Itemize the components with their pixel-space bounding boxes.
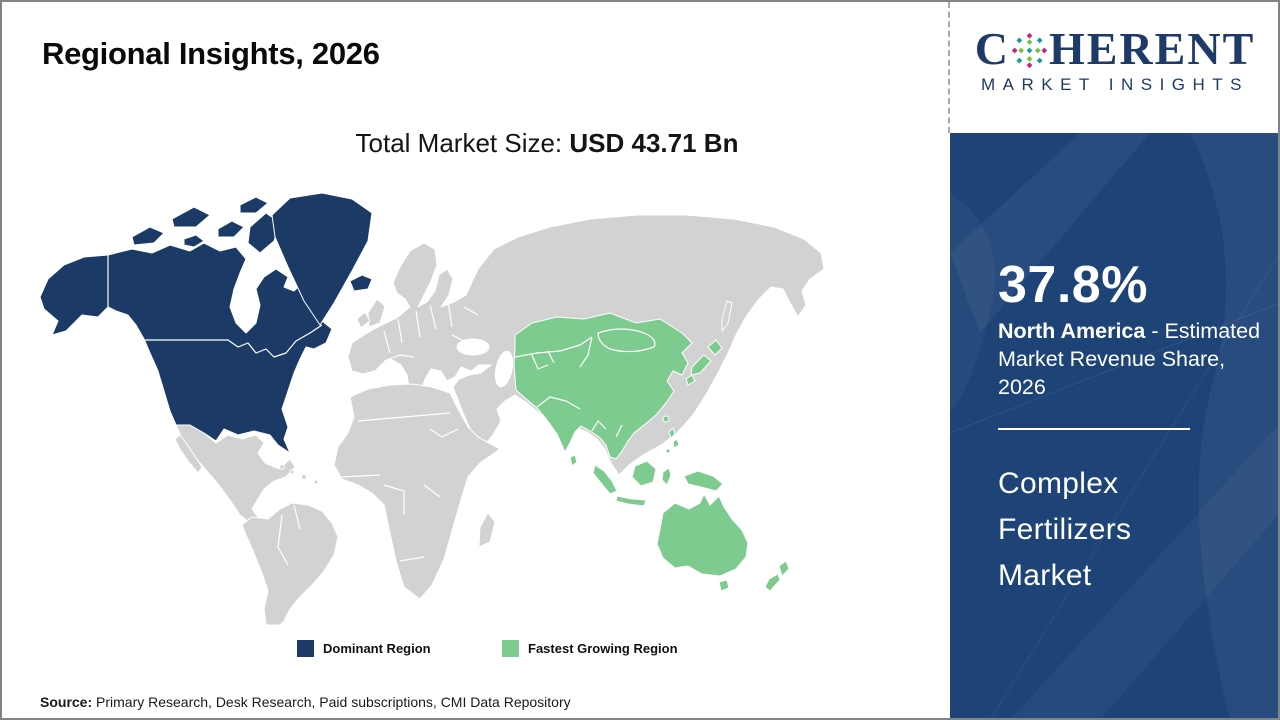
map-greenland: [271, 192, 373, 326]
total-market-size-value: USD 43.71 Bn: [569, 128, 739, 158]
logo-subtitle: MARKET INSIGHTS: [980, 75, 1250, 94]
map-black-sea: [456, 338, 490, 356]
logo-dotted-o-icon: [1011, 32, 1048, 68]
map-baffin-island: [247, 212, 281, 254]
logo-word-start: C: [974, 23, 1010, 74]
source-line: Source: Primary Research, Desk Research,…: [40, 694, 571, 710]
sidebar-panel: 37.8% North America - Estimated Market R…: [950, 133, 1278, 718]
map-baja: [174, 434, 203, 474]
page-title: Regional Insights, 2026: [42, 36, 380, 71]
map-madagascar: [478, 512, 496, 548]
share-desc-text: - Estimated Market Revenue Share, 2026: [998, 319, 1261, 399]
sidebar-divider: [998, 428, 1190, 430]
map-caribbean-island: [289, 469, 295, 475]
source-text: Primary Research, Desk Research, Paid su…: [92, 694, 571, 710]
map-sumatra: [592, 464, 618, 495]
map-philippines: [668, 427, 676, 439]
map-iceland: [349, 274, 373, 292]
map-new-guinea: [683, 470, 724, 492]
map-sri-lanka: [569, 454, 578, 467]
world-map: [39, 192, 825, 625]
map-arctic-island: [217, 220, 245, 238]
map-caribbean-island: [300, 473, 308, 481]
map-arctic-island: [171, 206, 211, 228]
map-caspian-sea: [494, 350, 514, 388]
total-market-size-label: Total Market Size:: [355, 128, 570, 158]
map-sakhalin: [721, 300, 733, 332]
share-region: North America: [998, 319, 1146, 343]
map-philippines: [665, 448, 671, 454]
map-ireland: [356, 311, 371, 329]
map-japan: [690, 354, 712, 376]
map-japan: [685, 374, 696, 386]
legend-item-fastest-growing: Fastest Growing Region: [502, 640, 678, 657]
legend-label-dominant: Dominant Region: [323, 641, 431, 656]
legend-swatch-fastest-growing: [502, 640, 519, 657]
logo-word-end: HERENT: [1048, 23, 1256, 74]
source-label: Source:: [40, 694, 93, 710]
map-taiwan: [662, 415, 670, 423]
map-region-north-america: [39, 192, 373, 454]
map-na-mainland: [39, 242, 333, 454]
map-japan: [707, 339, 723, 356]
map-region-asia-pacific: [513, 312, 790, 592]
map-new-zealand: [764, 573, 781, 592]
logo-wordmark: C: [950, 23, 1278, 74]
map-uk: [367, 298, 386, 328]
legend-item-dominant: Dominant Region: [297, 640, 431, 657]
market-name: Complex Fertilizers Market: [998, 467, 1132, 592]
map-arctic-island: [239, 196, 269, 214]
share-description: North America - Estimated Market Revenue…: [998, 317, 1273, 401]
map-country-borders: [107, 255, 656, 566]
map-sulawesi: [661, 467, 672, 486]
map-caribbean-island: [279, 464, 285, 470]
total-market-size: Total Market Size: USD 43.71 Bn: [2, 128, 1092, 159]
share-value: 37.8%: [998, 256, 1148, 314]
map-arctic-island: [183, 234, 205, 248]
map-arctic-island: [131, 226, 165, 246]
map-caribbean-island: [313, 479, 319, 485]
sidebar-texture: [950, 133, 1278, 718]
legend-label-fastest-growing: Fastest Growing Region: [528, 641, 678, 656]
map-region-africa: [333, 383, 501, 600]
map-new-zealand: [778, 560, 790, 577]
dashed-divider: [948, 2, 950, 133]
map-region-mexico: [175, 424, 296, 530]
brand-logo: C: [950, 23, 1278, 95]
map-region-south-america: [241, 502, 339, 625]
world-map-container: [32, 185, 832, 625]
map-java: [615, 495, 647, 507]
map-philippines: [672, 438, 680, 449]
legend-swatch-dominant: [297, 640, 314, 657]
map-borneo: [631, 460, 657, 487]
map-tasmania: [718, 579, 730, 592]
map-australia: [656, 493, 749, 577]
